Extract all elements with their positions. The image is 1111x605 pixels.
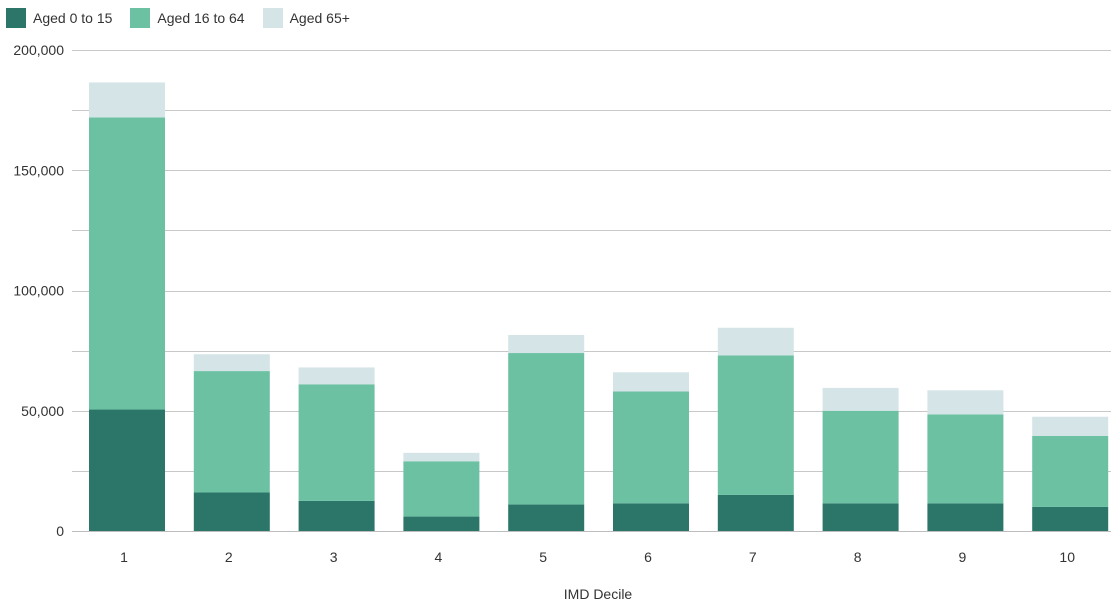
y-tick-label: 0 bbox=[56, 523, 64, 539]
bar-segment-aged-16-to-64[interactable] bbox=[717, 355, 794, 495]
legend-label: Aged 0 to 15 bbox=[33, 10, 113, 26]
x-axis-ticks: 1 2 3 4 5 6 7 8 9 10 bbox=[120, 549, 1075, 565]
x-tick-label: 8 bbox=[854, 549, 862, 565]
bar-segment-aged-65[interactable] bbox=[613, 372, 689, 392]
bar-segment-aged-65[interactable] bbox=[89, 82, 165, 118]
y-tick-label: 100,000 bbox=[13, 283, 64, 299]
bar-segment-aged-65[interactable] bbox=[717, 327, 794, 356]
x-tick-label: 7 bbox=[749, 549, 757, 565]
legend-swatch bbox=[130, 8, 151, 28]
bar-segment-aged-65[interactable] bbox=[403, 452, 480, 462]
bar-segment-aged-16-to-64[interactable] bbox=[193, 371, 270, 493]
y-axis-ticks: 0 50,000 100,000 150,000 200,000 bbox=[13, 42, 64, 539]
x-tick-label: 9 bbox=[959, 549, 967, 565]
bar-segment-aged-0-to-15[interactable] bbox=[403, 516, 480, 531]
x-tick-label: 5 bbox=[539, 549, 547, 565]
bar-segment-aged-0-to-15[interactable] bbox=[89, 409, 165, 531]
x-tick-label: 1 bbox=[120, 549, 128, 565]
y-tick-label: 150,000 bbox=[13, 162, 64, 178]
y-tick-label: 200,000 bbox=[13, 42, 64, 58]
x-tick-label: 2 bbox=[225, 549, 233, 565]
bar-segment-aged-0-to-15[interactable] bbox=[193, 492, 270, 531]
bar-segment-aged-16-to-64[interactable] bbox=[1032, 436, 1109, 507]
x-axis-label: IMD Decile bbox=[564, 586, 633, 602]
x-tick-label: 4 bbox=[435, 549, 443, 565]
bar-segment-aged-0-to-15[interactable] bbox=[822, 503, 899, 531]
x-tick-label: 3 bbox=[330, 549, 338, 565]
bar-segment-aged-0-to-15[interactable] bbox=[927, 503, 1004, 531]
legend-item-aged-0-to-15[interactable]: Aged 0 to 15 bbox=[6, 8, 112, 28]
bar-segment-aged-65[interactable] bbox=[298, 367, 375, 385]
bar-segment-aged-16-to-64[interactable] bbox=[927, 414, 1004, 504]
legend-item-aged-16-to-64[interactable]: Aged 16 to 64 bbox=[130, 8, 245, 28]
legend-swatch bbox=[262, 8, 283, 28]
bar-segment-aged-16-to-64[interactable] bbox=[298, 384, 375, 501]
bar-segment-aged-65[interactable] bbox=[1032, 416, 1109, 437]
bar-segment-aged-65[interactable] bbox=[822, 387, 899, 411]
x-tick-label: 10 bbox=[1059, 549, 1075, 565]
legend-label: Aged 65+ bbox=[289, 10, 350, 26]
bar-segment-aged-16-to-64[interactable] bbox=[822, 410, 899, 504]
bar-segment-aged-16-to-64[interactable] bbox=[613, 391, 689, 504]
bar-segment-aged-0-to-15[interactable] bbox=[613, 503, 689, 531]
bar-segment-aged-16-to-64[interactable] bbox=[403, 461, 480, 517]
bar-series bbox=[89, 82, 1109, 531]
bar-segment-aged-0-to-15[interactable] bbox=[508, 504, 585, 531]
chart-legend: Aged 0 to 15 Aged 16 to 64 Aged 65+ bbox=[6, 8, 350, 28]
legend-item-aged-65-plus[interactable]: Aged 65+ bbox=[262, 8, 350, 28]
bar-segment-aged-65[interactable] bbox=[927, 390, 1004, 415]
bar-segment-aged-16-to-64[interactable] bbox=[508, 353, 585, 505]
bar-segment-aged-0-to-15[interactable] bbox=[1032, 506, 1109, 531]
legend-label: Aged 16 to 64 bbox=[157, 10, 245, 26]
bar-segment-aged-65[interactable] bbox=[193, 354, 270, 372]
x-tick-label: 6 bbox=[644, 549, 652, 565]
bar-segment-aged-16-to-64[interactable] bbox=[89, 117, 165, 410]
bar-segment-aged-0-to-15[interactable] bbox=[717, 494, 794, 531]
bar-segment-aged-65[interactable] bbox=[508, 334, 585, 354]
legend-swatch bbox=[6, 8, 26, 28]
bar-segment-aged-0-to-15[interactable] bbox=[298, 500, 375, 531]
y-tick-label: 50,000 bbox=[21, 403, 64, 419]
